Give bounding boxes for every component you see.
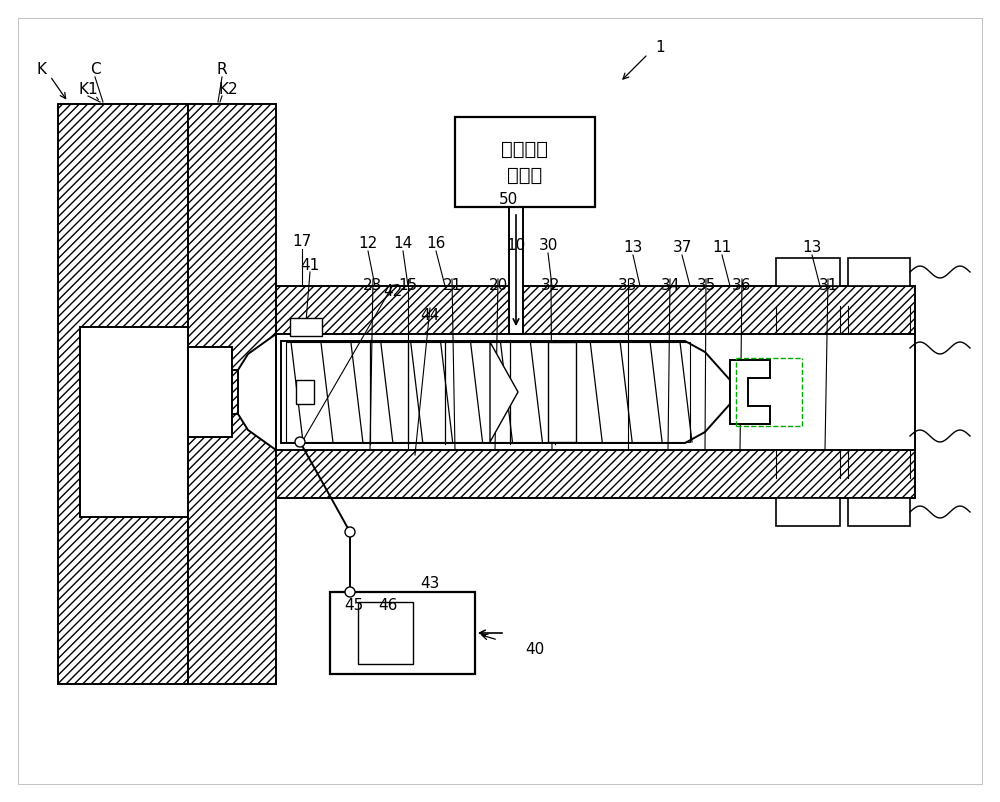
Text: 36: 36 xyxy=(732,278,752,294)
Text: 35: 35 xyxy=(696,278,716,294)
Bar xyxy=(848,258,910,286)
Bar xyxy=(848,498,910,526)
Bar xyxy=(296,380,314,404)
Polygon shape xyxy=(730,360,770,424)
Bar xyxy=(548,342,576,442)
Text: 21: 21 xyxy=(442,278,462,294)
Text: 42: 42 xyxy=(383,285,403,299)
Text: 44: 44 xyxy=(420,307,440,322)
Text: C: C xyxy=(90,63,100,78)
Text: 30: 30 xyxy=(538,238,558,253)
Text: 15: 15 xyxy=(398,278,418,294)
Polygon shape xyxy=(281,341,730,443)
Text: R: R xyxy=(217,63,227,78)
Bar xyxy=(776,258,840,286)
Text: 17: 17 xyxy=(292,234,312,249)
Circle shape xyxy=(345,587,355,597)
Bar xyxy=(358,602,413,664)
Text: 13: 13 xyxy=(623,241,643,256)
Text: 45: 45 xyxy=(344,598,364,614)
Text: 11: 11 xyxy=(712,241,732,256)
Bar xyxy=(80,327,188,517)
Text: 供给部: 供给部 xyxy=(507,165,543,184)
Text: 1: 1 xyxy=(655,39,665,55)
Bar xyxy=(290,318,322,336)
Bar xyxy=(330,592,475,674)
Text: 16: 16 xyxy=(426,237,446,252)
Text: K: K xyxy=(37,62,47,76)
Polygon shape xyxy=(490,342,518,442)
Bar xyxy=(188,347,232,437)
Text: 33: 33 xyxy=(618,278,638,294)
Text: 10: 10 xyxy=(506,238,526,253)
Text: 原料气体: 原料气体 xyxy=(502,140,548,159)
Text: 41: 41 xyxy=(300,257,320,273)
Bar xyxy=(276,286,915,334)
Text: K1: K1 xyxy=(78,82,98,96)
Text: 32: 32 xyxy=(541,278,561,294)
Text: 43: 43 xyxy=(420,577,440,592)
Text: 46: 46 xyxy=(378,598,398,614)
Bar xyxy=(58,104,188,684)
Text: 14: 14 xyxy=(393,237,413,252)
Circle shape xyxy=(345,527,355,537)
Text: K2: K2 xyxy=(218,82,238,96)
Text: 37: 37 xyxy=(672,241,692,256)
Bar xyxy=(276,334,915,450)
Bar xyxy=(188,104,276,684)
Text: 31: 31 xyxy=(818,278,838,294)
Bar xyxy=(776,498,840,526)
Text: 50: 50 xyxy=(498,192,518,208)
Text: 12: 12 xyxy=(358,237,378,252)
Bar xyxy=(509,207,523,334)
Circle shape xyxy=(295,437,305,447)
Polygon shape xyxy=(238,334,276,450)
Text: 13: 13 xyxy=(802,241,822,256)
Text: 23: 23 xyxy=(363,278,383,294)
Bar xyxy=(455,117,595,207)
Text: 34: 34 xyxy=(660,278,680,294)
Text: 20: 20 xyxy=(488,278,508,294)
Bar xyxy=(276,450,915,498)
Bar xyxy=(286,342,690,442)
Text: 40: 40 xyxy=(525,642,545,658)
